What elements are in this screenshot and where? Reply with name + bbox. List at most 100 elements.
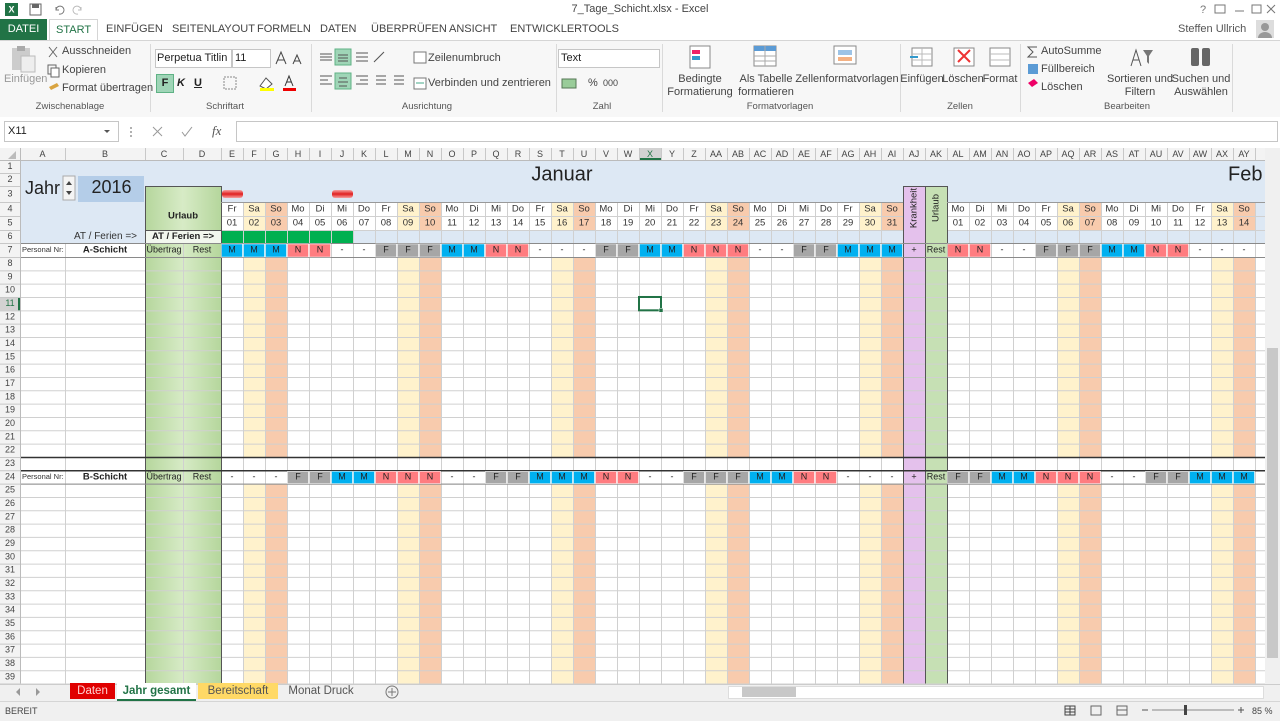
row-number[interactable]: 32	[5, 578, 15, 588]
currency-icon[interactable]	[561, 76, 583, 90]
column-letter[interactable]: AS	[1106, 149, 1118, 159]
row-number[interactable]: 3	[7, 188, 12, 198]
percent[interactable]: %	[588, 77, 598, 89]
row-number[interactable]: 22	[5, 445, 15, 455]
column-letter[interactable]: AT	[1129, 149, 1140, 159]
row-number[interactable]: 23	[5, 458, 15, 468]
h-scroll-thumb[interactable]	[742, 687, 796, 697]
name-box[interactable]	[4, 121, 119, 142]
column-letter[interactable]: AA	[710, 149, 722, 159]
row-number[interactable]: 7	[7, 244, 12, 254]
row-number[interactable]: 13	[5, 325, 15, 335]
cells-insert[interactable]: Einfügen	[900, 73, 944, 85]
column-letter[interactable]: M	[404, 149, 412, 159]
tab[interactable]: ANSICHT	[449, 23, 498, 35]
column-letter[interactable]: E	[229, 149, 235, 159]
column-letter[interactable]: AB	[732, 149, 744, 159]
row-number[interactable]: 4	[7, 203, 12, 213]
user-name[interactable]: Steffen Ullrich	[1178, 23, 1247, 35]
sheet-tab-active[interactable]: Jahr gesamt	[117, 683, 196, 701]
column-letter[interactable]: I	[319, 149, 322, 159]
cells-format[interactable]: Format	[982, 73, 1018, 85]
column-letter[interactable]: F	[251, 149, 257, 159]
row-number[interactable]: 14	[5, 338, 15, 348]
wrap-text[interactable]: Zeilenumbruch	[428, 52, 501, 64]
column-letter[interactable]: D	[199, 149, 206, 159]
thousands[interactable]: 000	[603, 78, 619, 88]
row-number[interactable]: 26	[5, 498, 15, 508]
row-number[interactable]: 19	[5, 405, 15, 415]
column-letter[interactable]: R	[515, 149, 522, 159]
column-letter[interactable]: V	[603, 149, 609, 159]
tab[interactable]: DATEN	[320, 23, 357, 35]
column-letter[interactable]: AJ	[909, 149, 920, 159]
row-number[interactable]: 5	[7, 217, 12, 227]
sheet-tab[interactable]: Daten	[70, 683, 115, 699]
cell-styles[interactable]: Zellenformatvorlagen	[795, 73, 899, 85]
sort-find-icons[interactable]	[1125, 44, 1225, 72]
user-avatar[interactable]	[1256, 20, 1274, 38]
row-number[interactable]: 9	[7, 271, 12, 281]
row-number[interactable]: 33	[5, 591, 15, 601]
zoom-level[interactable]: 85 %	[1252, 706, 1273, 716]
column-letter[interactable]: B	[102, 149, 108, 159]
column-letter[interactable]: N	[427, 149, 434, 159]
column-letter[interactable]: G	[272, 149, 279, 159]
column-letter[interactable]: AC	[754, 149, 767, 159]
selected-cell[interactable]	[638, 295, 662, 312]
cut[interactable]: Ausschneiden	[62, 45, 132, 57]
column-letter[interactable]: AL	[952, 149, 963, 159]
window-controls[interactable]: ?	[1195, 2, 1277, 17]
row-number[interactable]: 39	[5, 671, 15, 681]
tab-file[interactable]: DATEI	[0, 19, 47, 40]
cells-icons[interactable]	[908, 44, 1018, 72]
merge-center[interactable]: Verbinden und zentrieren	[428, 77, 551, 89]
styles-icons[interactable]	[686, 44, 866, 72]
row-number[interactable]: 36	[5, 631, 15, 641]
sheet-nav[interactable]	[14, 686, 44, 698]
row-number[interactable]: 10	[5, 285, 15, 295]
column-letter[interactable]: Z	[691, 149, 697, 159]
tab[interactable]: EINFÜGEN	[106, 23, 163, 35]
column-letter[interactable]: Q	[492, 149, 499, 159]
row-number[interactable]: 21	[5, 431, 15, 441]
column-letter[interactable]: AQ	[1061, 149, 1074, 159]
row-number[interactable]: 6	[7, 231, 12, 241]
quick-access[interactable]: X	[4, 2, 94, 17]
sort-filter[interactable]: Sortieren und	[1106, 73, 1174, 85]
column-letter[interactable]: L	[383, 149, 388, 159]
column-letter[interactable]: AU	[1150, 149, 1163, 159]
row-number[interactable]: 11	[5, 298, 14, 308]
autosum[interactable]: AutoSumme	[1041, 45, 1102, 57]
column-letter[interactable]: S	[537, 149, 543, 159]
font-grow-shrink[interactable]	[274, 50, 306, 66]
bold-button[interactable]	[156, 74, 174, 93]
column-letter[interactable]: A	[39, 149, 45, 159]
column-letter[interactable]: W	[624, 149, 633, 159]
format-painter[interactable]: Format übertragen	[62, 82, 154, 94]
tab[interactable]: ÜBERPRÜFEN	[371, 23, 447, 35]
row-number[interactable]: 29	[5, 538, 15, 548]
column-letter[interactable]: Y	[669, 149, 675, 159]
row-number[interactable]: 20	[5, 418, 15, 428]
row-number[interactable]: 28	[5, 525, 15, 535]
column-letter[interactable]: AN	[996, 149, 1009, 159]
view-zoom-controls[interactable]	[1062, 703, 1247, 718]
column-letter[interactable]: T	[559, 149, 565, 159]
formula-input[interactable]	[236, 121, 1278, 142]
column-letter[interactable]: AK	[930, 149, 942, 159]
column-letter[interactable]: AE	[798, 149, 810, 159]
row-number[interactable]: 31	[5, 565, 15, 575]
column-letter[interactable]: C	[161, 149, 168, 159]
column-letter[interactable]: O	[448, 149, 455, 159]
row-number[interactable]: 24	[5, 471, 15, 481]
font-size-box[interactable]	[232, 49, 271, 68]
column-letter[interactable]: X	[647, 149, 653, 159]
row-number[interactable]: 16	[5, 365, 15, 375]
row-number[interactable]: 12	[5, 311, 15, 321]
row-number[interactable]: 15	[5, 351, 15, 361]
column-letter[interactable]: J	[340, 149, 345, 159]
italic[interactable]: K	[177, 77, 185, 89]
formula-icons[interactable]	[104, 126, 214, 138]
column-letter[interactable]: AM	[973, 149, 987, 159]
